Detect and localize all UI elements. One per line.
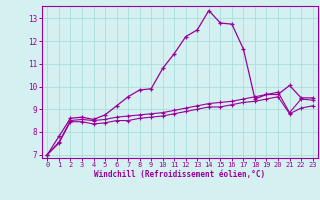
X-axis label: Windchill (Refroidissement éolien,°C): Windchill (Refroidissement éolien,°C) [94, 170, 266, 179]
